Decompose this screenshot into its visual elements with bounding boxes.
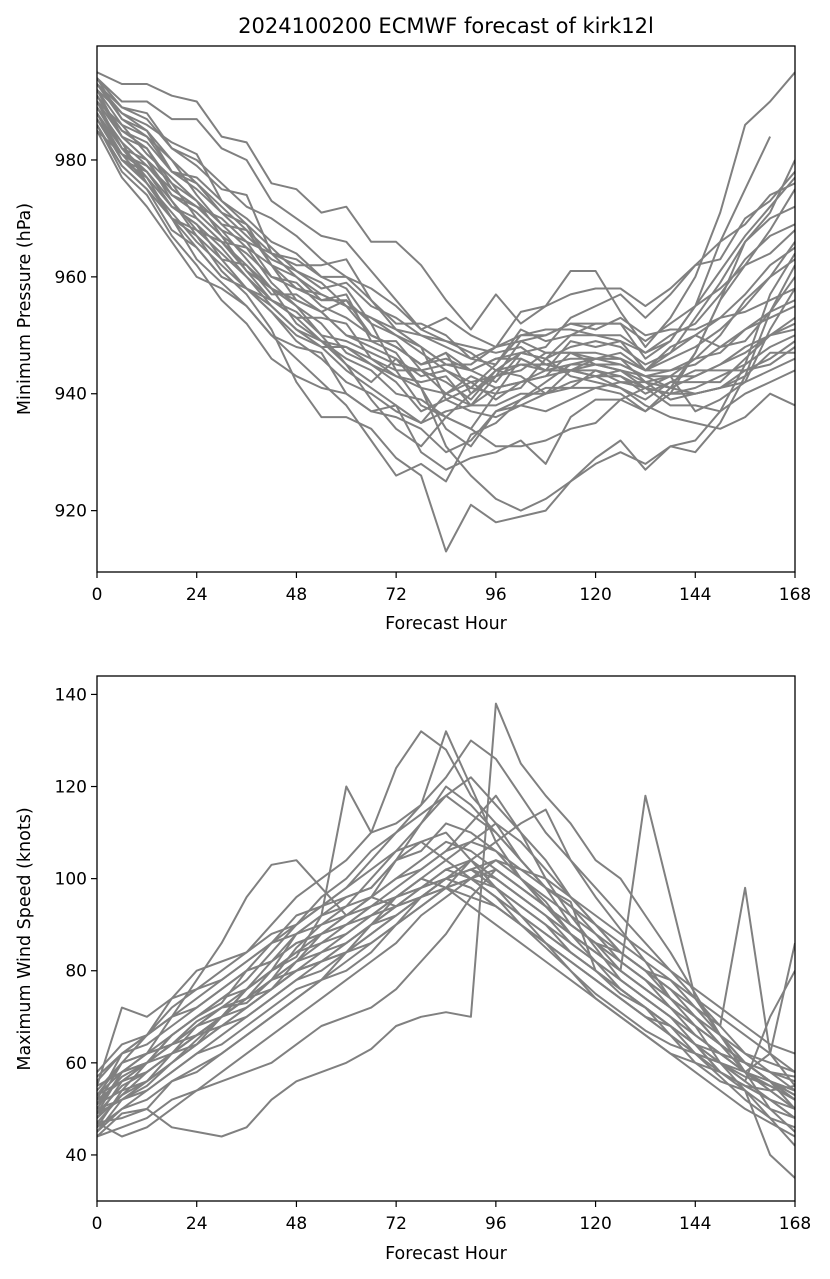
- wind-x-tick-label: 144: [679, 1214, 711, 1234]
- pressure-series-line-6: [97, 100, 795, 553]
- wind-series-line-13: [97, 868, 795, 1138]
- wind-panel: 0 24 48 72 96 120 144 168 40 60 80 100 120 140 Forec…: [15, 675, 811, 1264]
- pressure-y-tick-label: 980: [55, 151, 87, 171]
- pressure-x-tick-label: 24: [186, 585, 208, 605]
- wind-x-tick-label: 168: [779, 1214, 811, 1234]
- wind-series-lines: [97, 702, 795, 1179]
- wind-y-tick-label: 40: [65, 1146, 87, 1166]
- pressure-series-line-1: [97, 71, 795, 348]
- wind-series-line-4: [97, 785, 795, 1110]
- pressure-series-line-22: [97, 83, 795, 366]
- pressure-series-line-11: [97, 130, 795, 483]
- wind-x-tick-label: 72: [385, 1214, 407, 1234]
- pressure-series-line-18: [97, 95, 795, 384]
- wind-y-ticks: 40 60 80 100 120 140: [55, 685, 97, 1166]
- pressure-x-tick-label: 72: [385, 585, 407, 605]
- wind-x-tick-label: 120: [579, 1214, 611, 1234]
- pressure-axes-frame: [96, 45, 796, 573]
- pressure-series-line-15: [97, 112, 795, 430]
- wind-series-line-9: [97, 831, 795, 1105]
- wind-x-tick-label: 0: [92, 1214, 103, 1234]
- pressure-series-line-8: [97, 112, 795, 448]
- pressure-x-tick-label: 96: [485, 585, 507, 605]
- pressure-series-line-4: [97, 89, 795, 512]
- wind-y-tick-label: 80: [65, 962, 87, 982]
- pressure-series-line-28: [97, 124, 795, 424]
- pressure-series-line-26: [97, 89, 795, 372]
- wind-series-line-28: [97, 859, 795, 1179]
- wind-series-line-5: [97, 739, 795, 1101]
- pressure-series-line-21: [97, 129, 795, 407]
- pressure-series-line-25: [97, 118, 795, 424]
- wind-x-axis-label: Forecast Hour: [385, 1244, 508, 1264]
- wind-x-tick-label: 96: [485, 1214, 507, 1234]
- pressure-x-tick-label: 48: [286, 585, 308, 605]
- wind-x-tick-label: 24: [186, 1214, 208, 1234]
- pressure-series-lines: [97, 71, 795, 553]
- pressure-x-tick-label: 168: [779, 585, 811, 605]
- wind-series-line-26: [97, 886, 795, 1138]
- wind-y-axis-label: Maximum Wind Speed (knots): [15, 807, 35, 1070]
- pressure-x-axis-label: Forecast Hour: [385, 614, 508, 634]
- pressure-x-tick-label: 120: [579, 585, 611, 605]
- wind-series-line-27: [97, 877, 795, 1147]
- wind-series-line-1: [97, 702, 795, 1138]
- pressure-y-axis-label: Minimum Pressure (hPa): [15, 203, 35, 415]
- pressure-series-line-29: [97, 100, 795, 366]
- pressure-series-line-30: [97, 77, 795, 348]
- wind-x-ticks: 0 24 48 72 96 120 144 168: [92, 1201, 811, 1234]
- pressure-series-line-17: [97, 83, 795, 360]
- wind-series-line-22: [97, 822, 795, 1105]
- pressure-y-ticks: 920 940 960 980: [55, 151, 97, 522]
- wind-y-tick-label: 60: [65, 1054, 87, 1074]
- pressure-panel: 2024100200 ECMWF forecast of kirk12l 0 24…: [15, 14, 811, 634]
- pressure-y-tick-label: 920: [55, 502, 87, 522]
- wind-y-tick-label: 140: [55, 685, 87, 705]
- pressure-x-tick-label: 144: [679, 585, 711, 605]
- pressure-series-line-27: [97, 112, 795, 384]
- pressure-x-tick-label: 0: [92, 585, 103, 605]
- wind-y-tick-label: 120: [55, 778, 87, 798]
- wind-axes-frame: [96, 675, 796, 1202]
- wind-y-tick-label: 100: [55, 870, 87, 890]
- pressure-series-line-19: [97, 106, 795, 389]
- pressure-series-line-24: [97, 106, 795, 401]
- pressure-series-line-2: [97, 77, 772, 372]
- pressure-series-line-7: [97, 106, 795, 471]
- pressure-y-tick-label: 960: [55, 268, 87, 288]
- pressure-series-line-16: [97, 124, 795, 454]
- wind-series-line-30: [97, 877, 795, 1096]
- pressure-x-ticks: 0 24 48 72 96 120 144 168: [92, 572, 811, 605]
- pressure-y-tick-label: 940: [55, 385, 87, 405]
- wind-x-tick-label: 48: [286, 1214, 308, 1234]
- chart-title: 2024100200 ECMWF forecast of kirk12l: [238, 14, 654, 38]
